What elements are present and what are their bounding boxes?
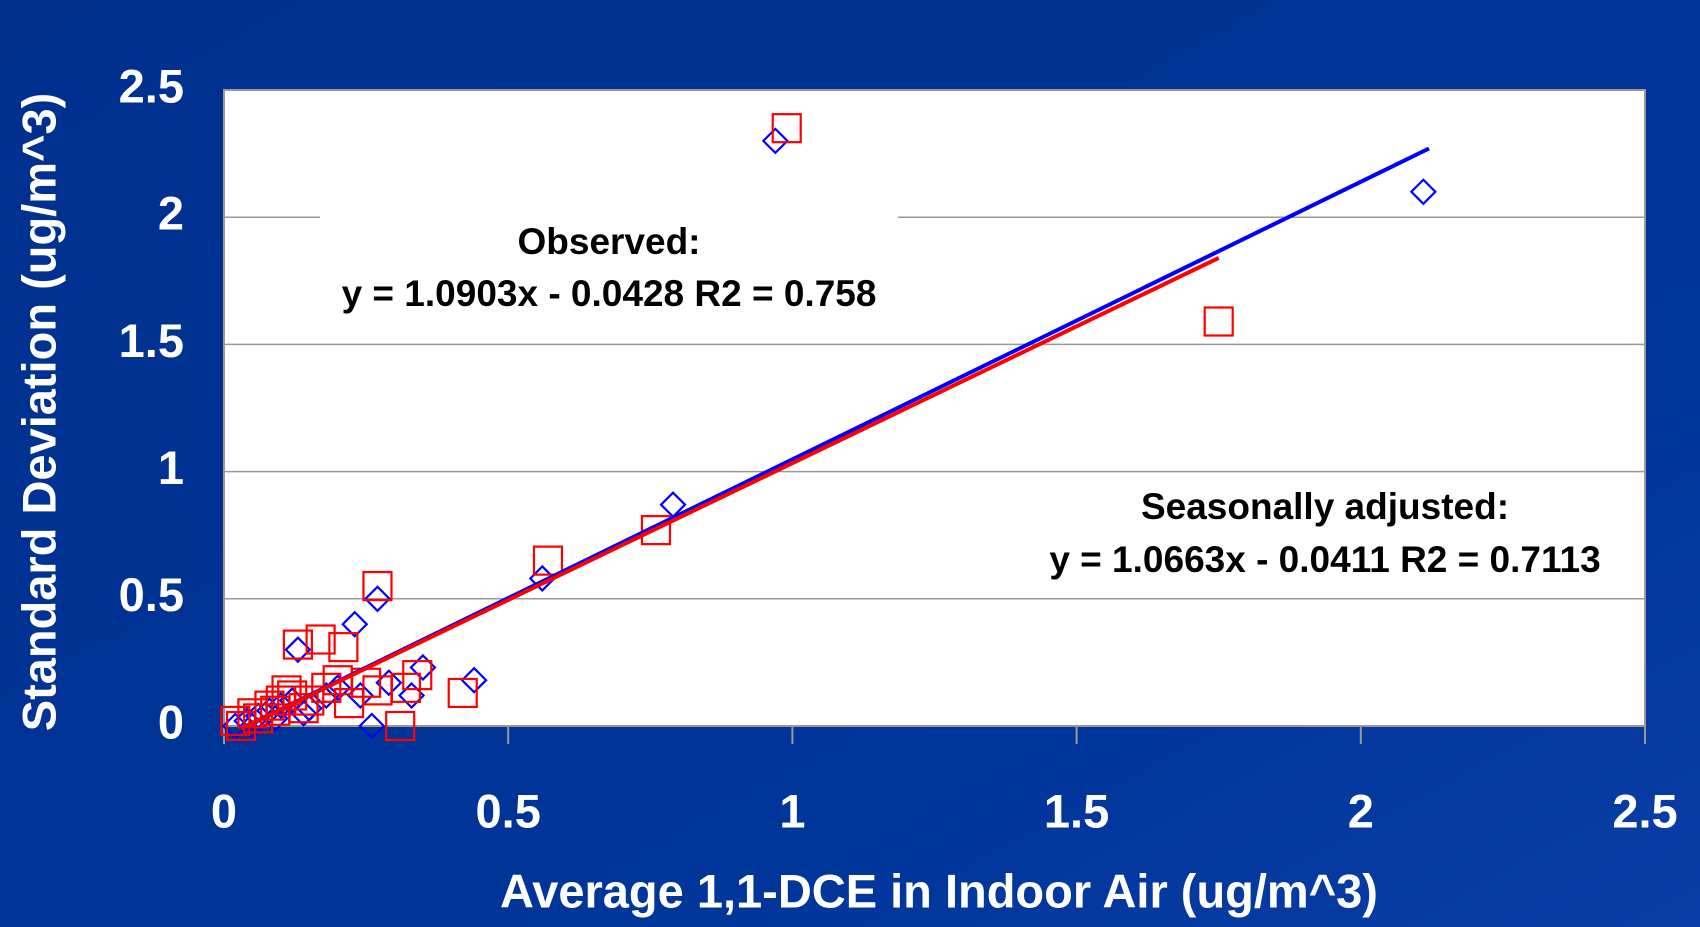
y-tick-label: 2.5	[119, 59, 184, 112]
diamond-marker	[363, 585, 392, 613]
square-marker	[225, 710, 257, 742]
diamond-marker	[1409, 178, 1437, 206]
square-marker	[771, 113, 802, 144]
square-marker	[333, 688, 365, 719]
annotation-box	[320, 210, 898, 325]
diamond-marker	[761, 127, 789, 155]
trendline	[240, 256, 1220, 731]
x-axis-title: Average 1,1-DCE in Indoor Air (ug/m^3)	[500, 864, 1378, 917]
y-tick-label: 1.5	[119, 314, 184, 367]
square-marker	[288, 693, 319, 724]
square-marker	[447, 677, 478, 709]
diamond-marker	[358, 712, 386, 740]
annotation: Seasonally adjusted:	[1141, 486, 1509, 527]
diamond-marker	[341, 610, 369, 638]
square-marker	[220, 705, 251, 737]
square-marker	[282, 629, 313, 660]
x-tick-label: 1	[779, 784, 805, 837]
square-marker	[305, 624, 336, 655]
annotation: y = 1.0663x - 0.0411 R2 = 0.7113	[1049, 539, 1600, 580]
x-tick-label: 2.5	[1612, 784, 1677, 837]
square-marker	[1203, 306, 1234, 337]
square-marker	[385, 710, 416, 742]
square-marker	[402, 660, 433, 691]
square-marker	[311, 672, 342, 703]
y-tick-label: 2	[158, 187, 184, 240]
square-marker	[640, 515, 672, 546]
x-tick-label: 0.5	[476, 784, 541, 837]
x-tick-label: 2	[1348, 784, 1374, 837]
x-tick-label: 1.5	[1044, 784, 1109, 837]
diamond-marker	[460, 666, 488, 694]
y-tick-label: 0	[158, 695, 184, 748]
annotation: y = 1.0903x - 0.0428 R2 = 0.758	[342, 273, 877, 314]
annotation: Observed:	[517, 221, 700, 262]
square-marker	[532, 545, 564, 576]
y-axis-title: Standard Deviation (ug/m^3)	[12, 93, 65, 732]
y-tick-label: 1	[158, 441, 184, 494]
square-marker	[243, 703, 274, 734]
square-marker	[362, 570, 393, 602]
y-tick-label: 0.5	[119, 568, 184, 621]
x-tick-label: 0	[211, 784, 237, 837]
square-marker	[328, 632, 359, 663]
